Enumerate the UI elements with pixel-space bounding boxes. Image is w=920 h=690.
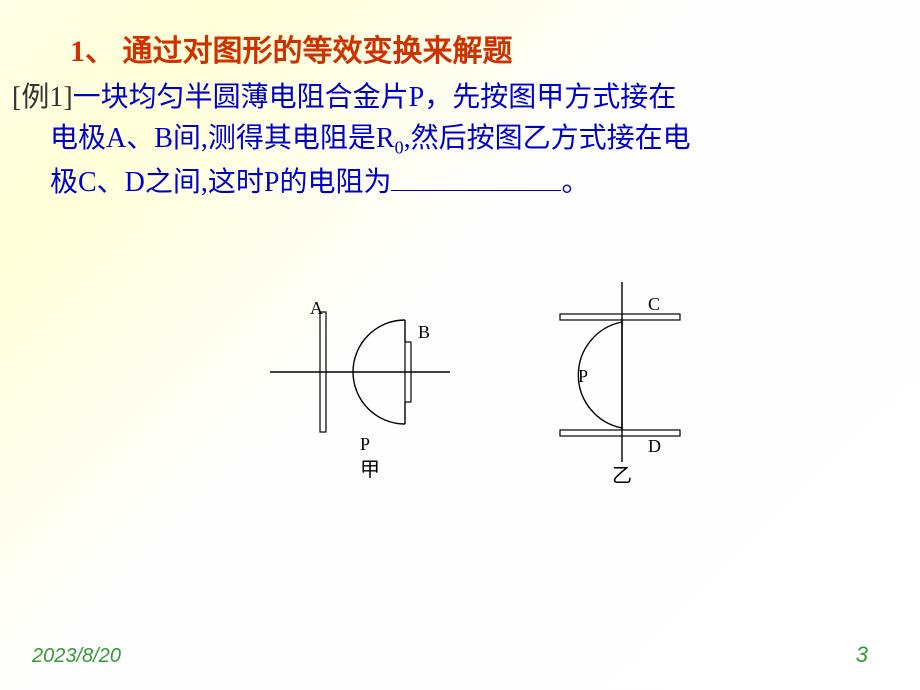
subscript-zero: 0 <box>395 137 404 157</box>
problem-line2a: 电极A、B间,测得其电阻是R <box>50 123 395 154</box>
section-heading: 1、 通过对图形的等效变换来解题 <box>70 26 513 70</box>
problem-text: [例1]一块均匀半圆薄电阻合金片P，先按图甲方式接在 电极A、B间,测得其电阻是… <box>12 78 900 204</box>
label-p2: P <box>578 366 588 386</box>
label-cap1: 甲 <box>360 459 380 481</box>
footer-page-number: 3 <box>856 642 868 668</box>
answer-blank <box>391 160 561 191</box>
problem-line3b: 。 <box>561 167 589 198</box>
diagram-container: A B P 甲 C P D 乙 <box>260 272 690 492</box>
label-a: A <box>310 298 323 318</box>
problem-line2b: ,然后按图乙方式接在电 <box>404 123 691 154</box>
circuit-diagrams: A B P 甲 C P D 乙 <box>260 272 690 492</box>
label-b: B <box>418 322 430 342</box>
example-label: [例1] <box>12 82 73 113</box>
figure-jia: A B P 甲 <box>270 298 450 481</box>
label-c: C <box>648 294 660 314</box>
figure-yi: C P D 乙 <box>560 282 680 487</box>
problem-line1: 一块均匀半圆薄电阻合金片P，先按图甲方式接在 <box>73 82 677 113</box>
problem-line3a: 极C、D之间,这时P的电阻为 <box>50 167 391 198</box>
label-d: D <box>648 436 661 456</box>
label-p1: P <box>360 434 370 454</box>
label-cap2: 乙 <box>612 465 632 487</box>
footer-date: 2023/8/20 <box>32 645 121 668</box>
